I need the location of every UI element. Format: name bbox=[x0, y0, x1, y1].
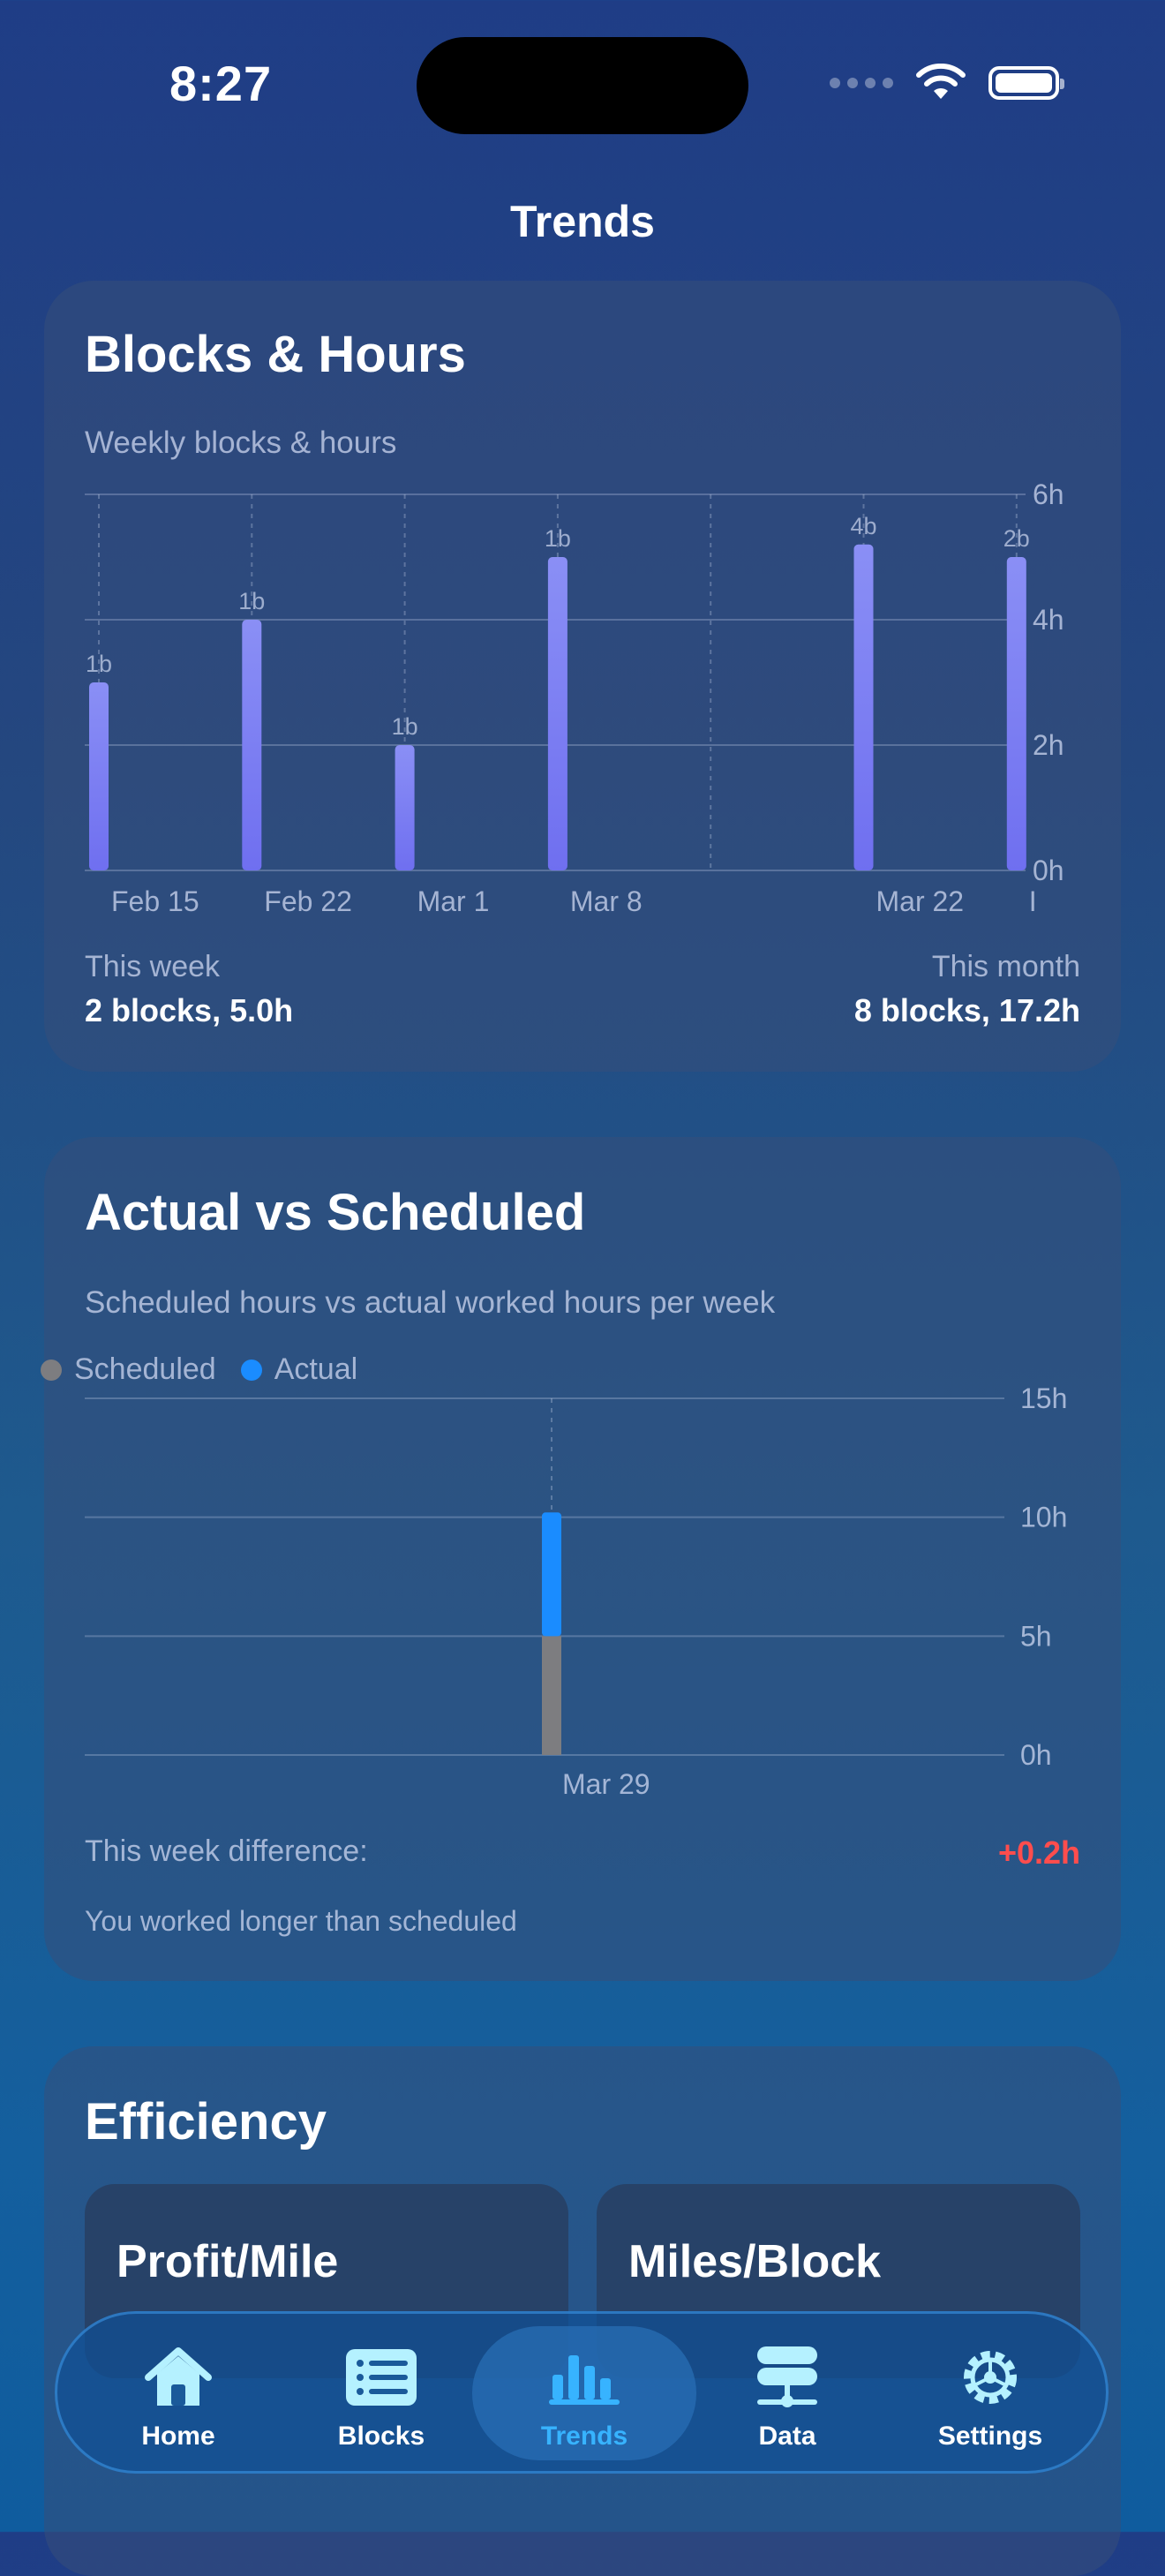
tab-label: Blocks bbox=[337, 2422, 425, 2451]
bar-label: 1b bbox=[86, 651, 112, 677]
bar-label: 1b bbox=[545, 525, 571, 552]
gear-icon bbox=[953, 2344, 1027, 2411]
tab-label: Home bbox=[141, 2422, 215, 2451]
y-tick-label: 5h bbox=[1020, 1620, 1052, 1652]
difference-label: This week difference: bbox=[85, 1834, 368, 1868]
bar bbox=[395, 745, 415, 870]
legend-scheduled-label: Scheduled bbox=[74, 1352, 216, 1386]
y-tick-label: 15h bbox=[1020, 1382, 1067, 1414]
tab-settings[interactable]: Settings bbox=[889, 2314, 1092, 2473]
tab-label: Data bbox=[758, 2422, 816, 2451]
status-time: 8:27 bbox=[169, 56, 273, 111]
y-tick-label: 4h bbox=[1033, 604, 1064, 636]
tab-blocks[interactable]: Blocks bbox=[280, 2314, 483, 2473]
tab-data[interactable]: Data bbox=[686, 2314, 889, 2473]
bar bbox=[89, 682, 109, 870]
dynamic-island bbox=[417, 37, 748, 134]
bar bbox=[853, 544, 874, 870]
tab-bar: Home Blocks Trends bbox=[55, 2311, 1109, 2474]
this-week-value: 2 blocks, 5.0h bbox=[85, 992, 294, 1028]
difference-note: You worked longer than scheduled bbox=[85, 1905, 517, 1937]
y-tick-label: 6h bbox=[1033, 478, 1064, 510]
battery-icon bbox=[988, 66, 1064, 100]
wifi-icon bbox=[916, 64, 966, 99]
chart-legend: Scheduled Actual bbox=[41, 1352, 357, 1387]
this-week-label: This week bbox=[85, 950, 221, 983]
cellular-signal-icon bbox=[830, 78, 893, 88]
x-tick-label: Mar 29 bbox=[562, 1768, 650, 1800]
x-tick-label: I bbox=[1029, 885, 1037, 917]
bar bbox=[1006, 557, 1026, 870]
card-title: Efficiency bbox=[85, 2093, 327, 2150]
card-title: Blocks & Hours bbox=[85, 326, 466, 383]
database-icon bbox=[750, 2344, 824, 2411]
legend-actual-dot bbox=[240, 1359, 262, 1381]
tab-label: Trends bbox=[540, 2422, 628, 2451]
bar-scheduled bbox=[542, 1636, 561, 1755]
this-month-value: 8 blocks, 17.2h bbox=[853, 992, 1080, 1028]
blocks-hours-card: Blocks & Hours Weekly blocks & hours 0h 2… bbox=[44, 281, 1121, 1072]
blocks-hours-chart: 0h 2h 4h 6h 1b 1b 1b 1b 4b 2b Feb 15 Feb 22 Mar 1 Mar… bbox=[85, 478, 1064, 917]
x-tick-label: Feb 15 bbox=[111, 885, 199, 917]
x-tick-label: Feb 22 bbox=[264, 885, 352, 917]
bar-chart-icon bbox=[547, 2344, 621, 2411]
bar-label: 1b bbox=[238, 588, 265, 614]
tab-trends[interactable]: Trends bbox=[483, 2314, 686, 2473]
bar-actual bbox=[542, 1512, 561, 1637]
tab-label: Settings bbox=[937, 2422, 1043, 2451]
card-subtitle: Scheduled hours vs actual worked hours p… bbox=[85, 1285, 776, 1320]
bar-label: 1b bbox=[392, 713, 418, 740]
y-tick-label: 10h bbox=[1020, 1502, 1067, 1533]
actual-vs-scheduled-card: Actual vs Scheduled Scheduled hours vs a… bbox=[44, 1137, 1121, 1981]
tile-title: Profit/Mile bbox=[116, 2236, 339, 2287]
this-month-label: This month bbox=[931, 950, 1080, 983]
x-tick-label: Mar 8 bbox=[570, 885, 643, 917]
legend-actual-label: Actual bbox=[274, 1352, 358, 1386]
legend-scheduled-dot bbox=[41, 1359, 62, 1381]
card-subtitle: Weekly blocks & hours bbox=[85, 426, 397, 460]
bar-label: 4b bbox=[850, 513, 876, 539]
y-tick-label: 2h bbox=[1033, 729, 1064, 761]
actual-vs-scheduled-chart: 0h 5h 10h 15h Mar 29 bbox=[85, 1382, 1067, 1800]
bar bbox=[242, 620, 262, 870]
y-tick-label: 0h bbox=[1020, 1739, 1052, 1771]
x-tick-label: Mar 22 bbox=[876, 885, 965, 917]
bar bbox=[547, 557, 567, 870]
card-title: Actual vs Scheduled bbox=[85, 1184, 586, 1241]
y-tick-label: 0h bbox=[1033, 855, 1064, 886]
tile-title: Miles/Block bbox=[628, 2236, 882, 2287]
bar-label: 2b bbox=[1003, 525, 1030, 552]
difference-value: +0.2h bbox=[997, 1834, 1080, 1871]
page-title: Trends bbox=[510, 197, 655, 246]
status-icons bbox=[830, 64, 1064, 102]
house-icon bbox=[141, 2344, 215, 2411]
list-icon bbox=[344, 2344, 418, 2411]
x-tick-label: Mar 1 bbox=[417, 885, 490, 917]
tab-home[interactable]: Home bbox=[77, 2314, 280, 2473]
